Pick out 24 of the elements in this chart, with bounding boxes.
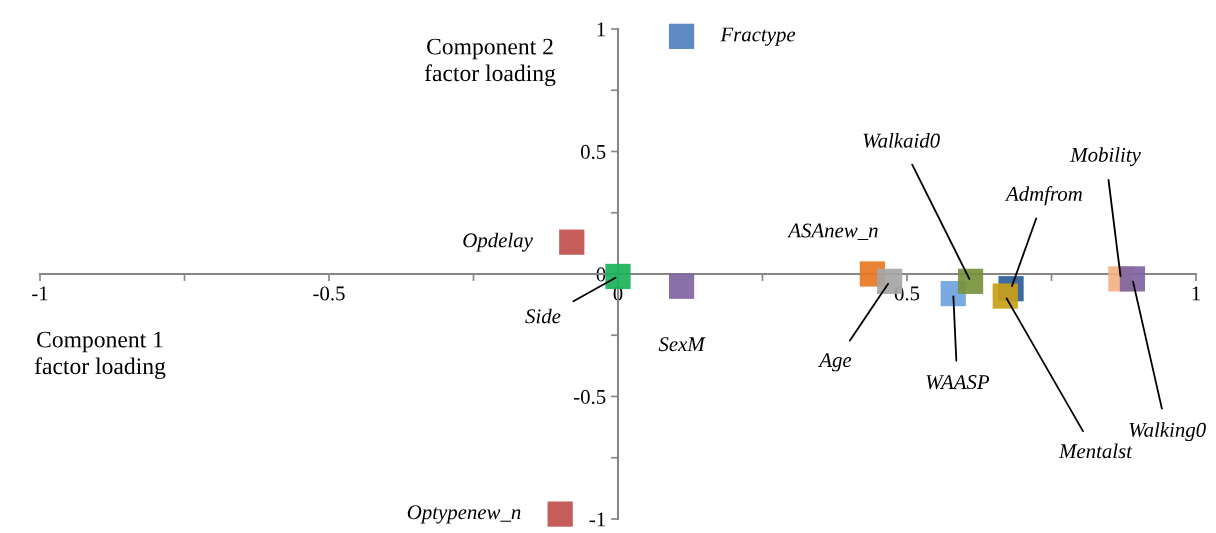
series-label: Optypenew_n: [407, 505, 521, 524]
x-tick-label: 0.5: [894, 286, 920, 301]
text: Side: [525, 308, 561, 324]
y-tick-label: 1: [597, 22, 605, 37]
text: Mentalst: [1058, 443, 1133, 459]
text: Age: [818, 353, 852, 372]
text: WAASP: [926, 375, 990, 390]
x-axis-title: Component 1 factor loading: [34, 331, 166, 380]
y-tick-label: -0.5: [573, 389, 606, 405]
x-tick-label: 0: [613, 286, 623, 301]
series-label: ASAnew_n: [787, 223, 878, 241]
y-axis-title: Component 2 factor loading: [424, 38, 556, 87]
text: Walking0: [1129, 422, 1206, 442]
text: Walkaid0: [863, 133, 940, 148]
series-label: Opdelay: [463, 232, 533, 252]
text: Mobility: [1070, 147, 1141, 167]
text: Admfrom: [1004, 186, 1082, 206]
x-tick-label: -1: [32, 286, 48, 301]
y-tick-label: 0.5: [580, 144, 606, 160]
y-tick-label: -1: [589, 512, 605, 527]
x-tick-label: 1: [1192, 286, 1200, 301]
series-label: Fractype: [720, 27, 796, 46]
series-label: SexM: [658, 337, 706, 352]
x-tick-label: -0.5: [313, 286, 345, 301]
